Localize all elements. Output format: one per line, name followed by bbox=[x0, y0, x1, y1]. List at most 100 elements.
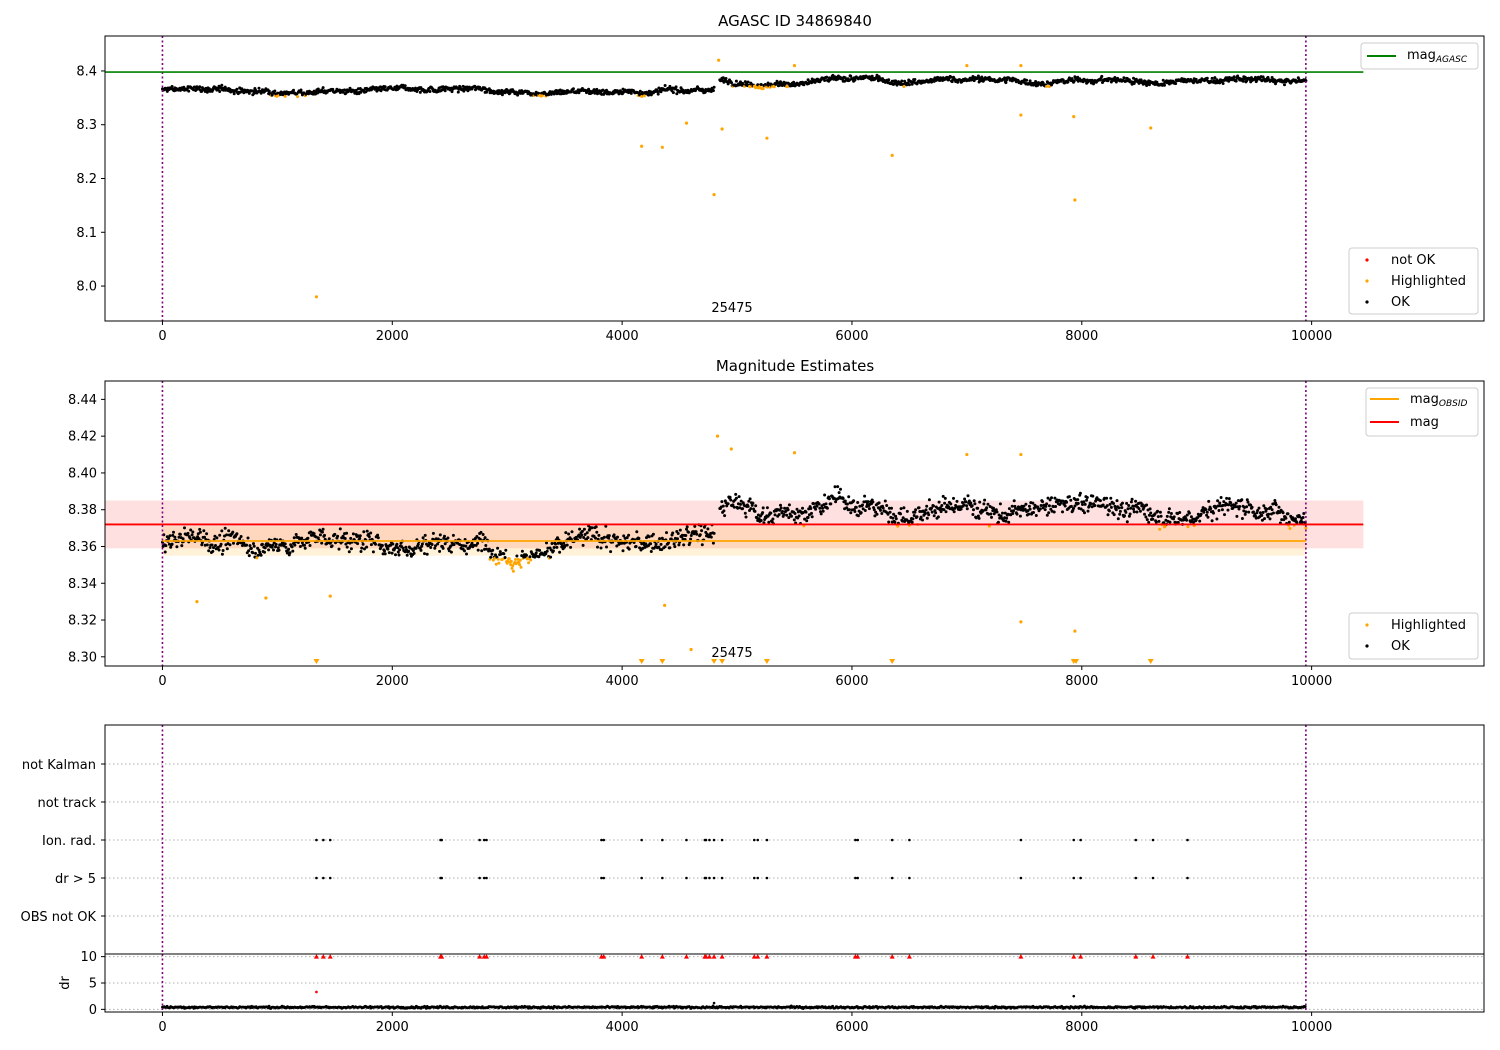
data-point bbox=[779, 503, 782, 507]
data-point bbox=[496, 546, 500, 550]
data-point bbox=[1130, 497, 1134, 501]
data-point bbox=[1272, 511, 1275, 515]
data-point bbox=[494, 562, 498, 566]
data-point bbox=[456, 90, 460, 94]
data-point bbox=[1010, 504, 1014, 508]
data-point bbox=[431, 531, 435, 535]
data-point bbox=[1061, 78, 1065, 82]
data-point bbox=[734, 79, 738, 83]
data-point bbox=[381, 552, 385, 556]
flag-point bbox=[485, 876, 488, 880]
dr-outlier bbox=[712, 1001, 716, 1005]
data-point bbox=[1154, 520, 1158, 524]
highlighted-point bbox=[1019, 620, 1023, 624]
data-point bbox=[1022, 504, 1026, 508]
data-point bbox=[1105, 504, 1109, 508]
data-point bbox=[218, 90, 222, 93]
magnitude-obsid-annotation: 25475 bbox=[711, 646, 752, 661]
data-point bbox=[1301, 516, 1305, 519]
data-point bbox=[810, 511, 813, 515]
data-point bbox=[450, 90, 454, 94]
flag-point bbox=[704, 876, 708, 880]
data-point bbox=[1257, 506, 1261, 510]
data-point bbox=[856, 501, 860, 504]
flag-point bbox=[602, 838, 606, 842]
data-point bbox=[893, 520, 897, 524]
data-point bbox=[583, 533, 587, 536]
data-point bbox=[1134, 499, 1138, 503]
magnitude-panel: Magnitude Estimates 0 2000 4000 6000 8000 100… bbox=[68, 357, 1485, 689]
data-point bbox=[1273, 499, 1277, 502]
data-point bbox=[475, 535, 479, 538]
data-point bbox=[1300, 520, 1304, 524]
clipped-dr-marker bbox=[601, 954, 607, 959]
data-point bbox=[635, 530, 639, 534]
data-point bbox=[705, 532, 709, 536]
data-point bbox=[1210, 519, 1214, 523]
data-point bbox=[706, 527, 710, 531]
data-point bbox=[1205, 76, 1209, 80]
data-point bbox=[549, 92, 553, 96]
data-point bbox=[214, 544, 217, 547]
data-point bbox=[1198, 519, 1202, 523]
data-point bbox=[685, 527, 688, 531]
data-point bbox=[274, 542, 278, 546]
data-point bbox=[1245, 505, 1249, 509]
data-point bbox=[1123, 514, 1126, 518]
data-point bbox=[1199, 512, 1203, 516]
data-point bbox=[336, 534, 340, 538]
flag-point bbox=[322, 838, 325, 842]
data-point bbox=[911, 517, 915, 521]
data-point bbox=[721, 504, 725, 508]
data-point bbox=[514, 558, 517, 561]
data-point bbox=[567, 532, 571, 536]
data-point bbox=[663, 84, 667, 87]
data-point bbox=[914, 508, 918, 512]
data-point bbox=[852, 499, 856, 503]
data-point bbox=[472, 543, 476, 547]
magnitude-plot-frame bbox=[104, 380, 1485, 667]
data-point bbox=[1038, 507, 1042, 511]
clipped-dr-marker bbox=[439, 954, 445, 959]
data-point bbox=[1189, 515, 1193, 519]
data-point bbox=[267, 89, 271, 93]
data-point bbox=[1226, 508, 1230, 512]
data-point bbox=[987, 524, 991, 528]
data-point bbox=[640, 95, 644, 98]
flag-point bbox=[640, 876, 643, 880]
data-point bbox=[778, 508, 782, 512]
data-point bbox=[252, 542, 255, 546]
data-point bbox=[1078, 491, 1082, 495]
data-point bbox=[849, 74, 853, 78]
data-point bbox=[709, 535, 713, 539]
x-tick-label: 0 bbox=[158, 1020, 166, 1035]
data-point bbox=[1187, 511, 1191, 515]
clipped-dr-marker bbox=[639, 954, 645, 959]
clipped-dr-marker bbox=[711, 954, 717, 959]
data-point bbox=[925, 504, 929, 508]
offscale-marker bbox=[659, 659, 666, 664]
data-point bbox=[759, 83, 763, 86]
data-point bbox=[403, 84, 407, 88]
flag-point bbox=[328, 876, 332, 880]
data-point bbox=[1089, 502, 1093, 506]
agasc-legend-mag: mag bbox=[1407, 48, 1436, 63]
data-point bbox=[1158, 510, 1162, 514]
data-point bbox=[397, 553, 401, 557]
data-point bbox=[681, 88, 685, 92]
data-point bbox=[627, 533, 631, 537]
data-point bbox=[1076, 75, 1080, 79]
data-point bbox=[621, 549, 625, 553]
data-point bbox=[393, 546, 397, 550]
data-point bbox=[1114, 508, 1118, 512]
data-point bbox=[189, 528, 193, 532]
dr-point bbox=[1303, 1005, 1307, 1009]
data-point bbox=[634, 545, 638, 548]
data-point bbox=[671, 91, 675, 95]
data-point bbox=[232, 92, 236, 96]
data-point bbox=[534, 551, 538, 555]
data-point bbox=[249, 546, 253, 550]
data-point bbox=[1269, 505, 1273, 509]
data-point bbox=[1147, 520, 1151, 524]
data-point bbox=[490, 552, 494, 556]
